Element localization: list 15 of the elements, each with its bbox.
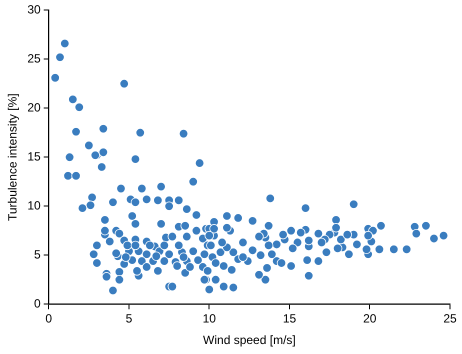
x-axis-title: Wind speed [m/s] (203, 333, 296, 348)
y-tick-label: 5 (34, 248, 42, 262)
y-tick-label: 15 (27, 150, 42, 164)
x-tick-label: 0 (45, 312, 52, 326)
y-tick-label: 30 (27, 2, 42, 17)
y-tick-label: 20 (27, 100, 42, 115)
x-tick-label: 20 (363, 312, 377, 326)
y-tick-label: 25 (27, 52, 42, 66)
y-tick-label: 10 (27, 198, 42, 213)
y-axis-title: Turbulence intensity [%] (6, 93, 20, 222)
x-tick-label: 5 (126, 312, 133, 326)
x-tick-label: 15 (282, 312, 296, 326)
x-tick-label: 25 (443, 312, 457, 326)
x-tick-label: 10 (202, 312, 216, 326)
y-tick-label: 0 (34, 296, 42, 311)
